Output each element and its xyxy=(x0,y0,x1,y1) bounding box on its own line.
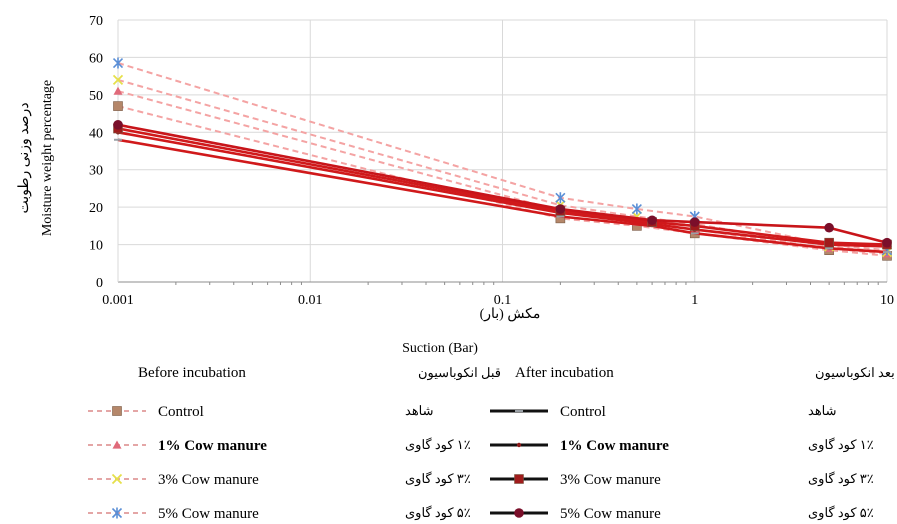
tick-labels: 0 10 20 30 40 50 60 70 0.001 0.01 0.1 1 10 xyxy=(89,14,894,308)
data-point xyxy=(556,215,565,218)
y-axis-title: Moisture weight percentage xyxy=(40,80,55,236)
legend-label: 5% Cow manure xyxy=(158,506,259,522)
data-point xyxy=(113,86,123,95)
legend-marker xyxy=(111,507,123,519)
legend-label-fa: ۵٪ کود گاوی xyxy=(808,505,874,521)
y-tick-label: 60 xyxy=(89,51,103,66)
legend-group-title-fa: بعد انکوباسیون xyxy=(815,365,895,381)
y-axis-title-fa: درصد وزنی رطوبت xyxy=(17,102,32,213)
x-tick-label: 1 xyxy=(691,293,698,308)
data-point xyxy=(825,247,834,250)
legend-marker xyxy=(112,406,122,416)
legend-label: 5% Cow manure xyxy=(560,506,661,522)
series-lines xyxy=(112,57,893,261)
legend: Before incubation قبل انکوباسیون Control شا… xyxy=(88,365,895,522)
legend-marker xyxy=(514,474,524,484)
grid-lines xyxy=(118,19,888,282)
y-tick-label: 30 xyxy=(89,164,103,179)
data-point xyxy=(113,101,123,111)
series-line-after-1 xyxy=(117,131,888,248)
legend-label-fa: ۳٪ کود گاوی xyxy=(405,471,471,487)
legend-marker xyxy=(111,473,123,485)
legend-label-fa: شاهد xyxy=(405,403,434,418)
data-point xyxy=(555,192,566,204)
data-point xyxy=(114,138,122,141)
legend-label: 1% Cow manure xyxy=(560,438,669,454)
x-tick-label: 10 xyxy=(880,293,894,308)
data-point xyxy=(882,237,892,248)
series-line-after-2 xyxy=(117,127,888,246)
legend-label-fa: ۵٪ کود گاوی xyxy=(405,505,471,521)
legend-label: 3% Cow manure xyxy=(560,472,661,488)
data-point xyxy=(112,57,124,69)
y-tick-label: 10 xyxy=(89,239,103,254)
x-axis-title-fa: مکش (بار) xyxy=(480,307,541,322)
legend-group-title: After incubation xyxy=(515,365,614,381)
data-point xyxy=(647,215,657,226)
legend-label: Control xyxy=(158,404,204,420)
x-tick-label: 0.01 xyxy=(298,293,323,308)
legend-label-fa: شاهد xyxy=(808,403,837,418)
legend-marker xyxy=(516,442,522,448)
y-tick-label: 40 xyxy=(89,126,103,141)
data-point xyxy=(689,217,700,227)
legend-marker xyxy=(515,410,523,412)
data-point xyxy=(690,232,699,235)
y-tick-label: 70 xyxy=(89,14,103,29)
data-point xyxy=(883,251,891,254)
legend-label: Control xyxy=(560,404,606,420)
x-tick-label: 0.1 xyxy=(494,293,512,308)
x-axis-title: Suction (Bar) xyxy=(402,341,478,356)
data-point xyxy=(112,74,124,86)
legend-label-fa: ۳٪ کود گاوی xyxy=(808,471,874,487)
legend-group-title: Before incubation xyxy=(138,365,246,381)
series-line-before-2 xyxy=(117,78,888,254)
x-tick-label: 0.001 xyxy=(102,293,134,308)
data-point xyxy=(824,222,834,233)
data-point xyxy=(631,203,642,215)
legend-group-title-fa: قبل انکوباسیون xyxy=(418,365,501,381)
legend-label: 1% Cow manure xyxy=(158,438,267,454)
data-point xyxy=(824,237,834,248)
series-line-after-3 xyxy=(117,123,888,244)
series-line-after-0 xyxy=(117,138,888,254)
legend-label-fa: ۱٪ کود گاوی xyxy=(808,437,874,453)
y-tick-label: 20 xyxy=(89,201,103,216)
axes xyxy=(117,20,887,285)
data-point xyxy=(555,204,566,214)
legend-label-fa: ۱٪ کود گاوی xyxy=(405,437,471,453)
y-tick-label: 0 xyxy=(96,276,103,291)
legend-label: 3% Cow manure xyxy=(158,472,259,488)
legend-marker xyxy=(514,508,524,518)
legend-marker xyxy=(112,440,122,449)
data-point xyxy=(113,120,123,130)
y-tick-label: 50 xyxy=(89,89,103,104)
